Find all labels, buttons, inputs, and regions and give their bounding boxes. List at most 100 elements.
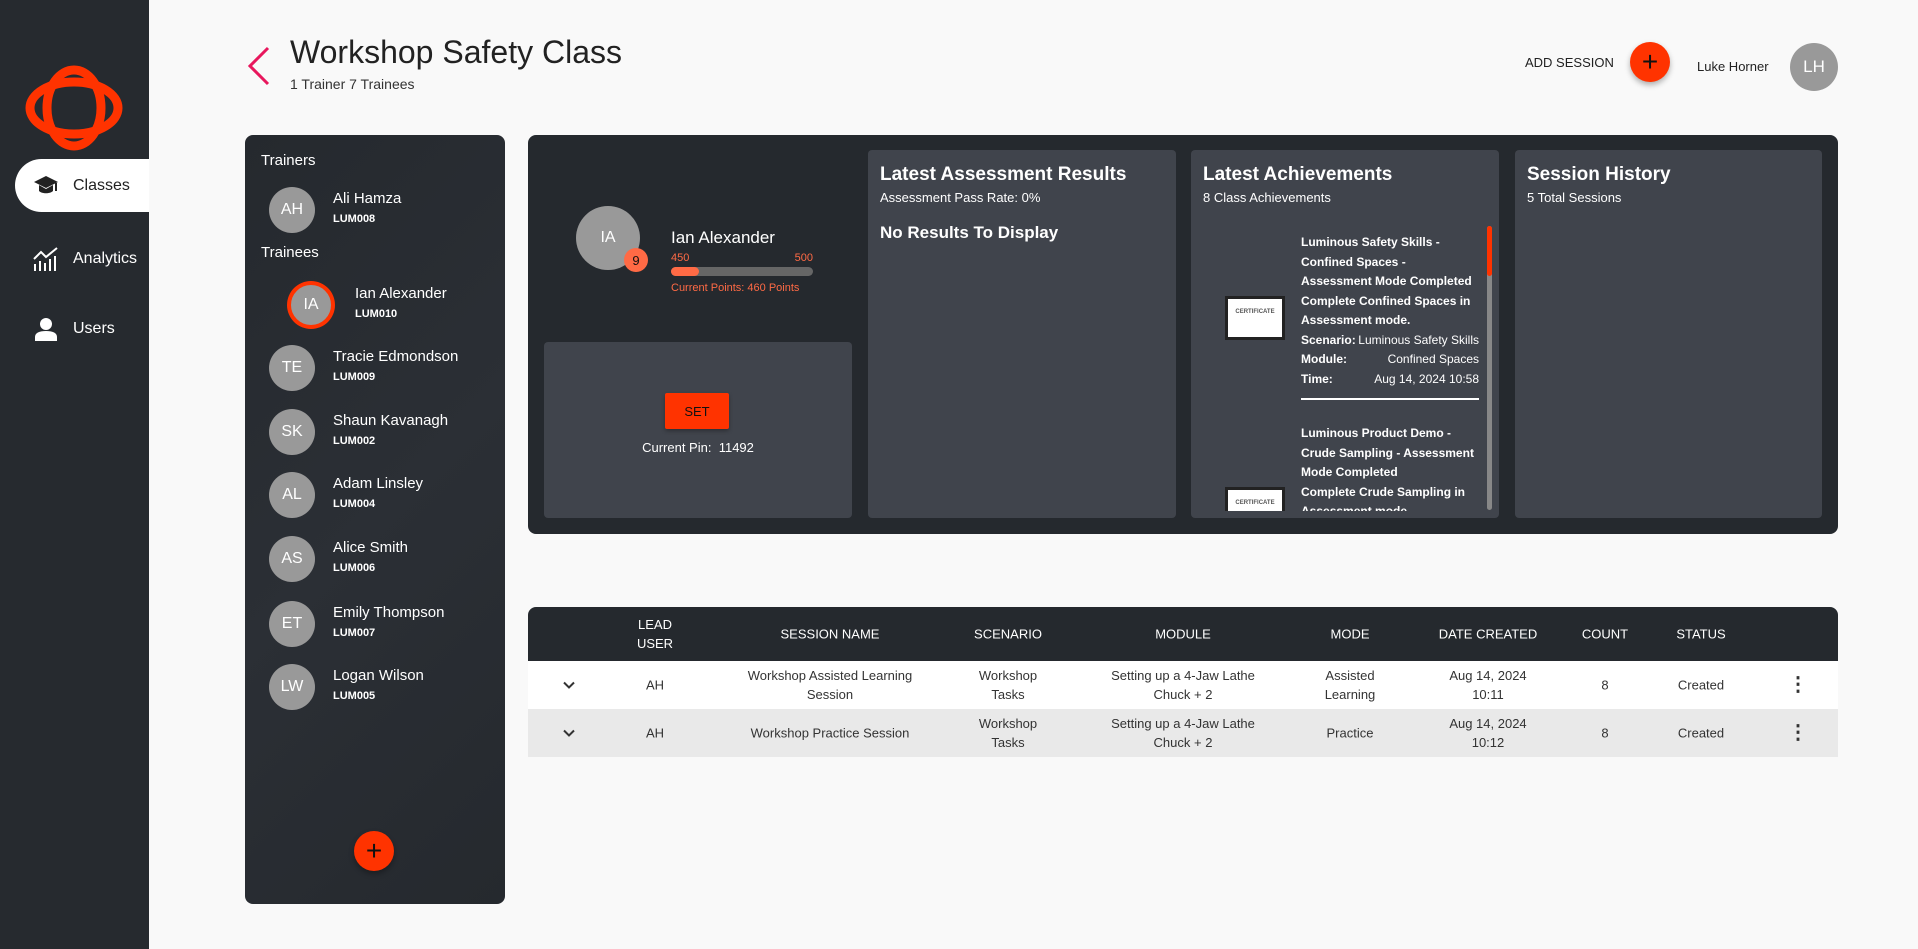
nav-item-classes[interactable]: Classes	[15, 159, 149, 212]
date-created: Aug 14, 2024 10:11	[1449, 668, 1527, 702]
achievement-item[interactable]: CERTIFICATE Luminous Safety Skills - Con…	[1205, 233, 1479, 400]
status: Created	[1677, 677, 1725, 693]
col-session-name[interactable]: SESSION NAME	[780, 626, 880, 642]
current-points: Current Points: 460 Points	[671, 282, 800, 294]
add-session-label[interactable]: ADD SESSION	[1525, 55, 1614, 70]
table-row[interactable]: AH Workshop Practice Session Workshop Ta…	[528, 709, 1838, 757]
session-history-card: Session History 5 Total Sessions	[1515, 150, 1822, 518]
avatar: ET	[269, 601, 315, 647]
nav-label: Analytics	[73, 249, 138, 267]
col-mode[interactable]: MODE	[1330, 626, 1370, 642]
time-row: Time: Aug 14, 2024 10:58	[1301, 370, 1479, 390]
achievement-title: Luminous Product Demo - Crude Sampling -…	[1301, 426, 1474, 479]
user-avatar[interactable]: LH	[1790, 43, 1838, 91]
trainee-id: LUM005	[333, 690, 376, 702]
avatar: LW	[269, 664, 315, 710]
expand-chevron-icon[interactable]	[562, 676, 576, 695]
avatar: AH	[269, 187, 315, 233]
trainee-item[interactable]: AS Alice Smith LUM006	[245, 534, 505, 584]
achievements-list[interactable]: CERTIFICATE Luminous Safety Skills - Con…	[1191, 226, 1499, 511]
avatar: IA	[288, 282, 334, 328]
pass-rate: Assessment Pass Rate: 0%	[880, 190, 1041, 205]
module: Setting up a 4-Jaw Lathe Chuck + 2	[1111, 716, 1255, 750]
trainer-name: Ali Hamza	[333, 190, 402, 207]
sessions-table: LEAD USER SESSION NAME SCENARIO MODULE M…	[528, 607, 1838, 757]
certificate-thumbnail: CERTIFICATE	[1225, 296, 1285, 340]
back-chevron-icon[interactable]	[246, 46, 272, 86]
achievement-desc: Complete Confined Spaces in Assessment m…	[1301, 293, 1471, 328]
total-sessions: 5 Total Sessions	[1527, 190, 1622, 205]
lead-user: AH	[645, 677, 665, 693]
col-scenario[interactable]: SCENARIO	[974, 626, 1042, 642]
analytics-chart-icon	[31, 246, 61, 271]
side-nav: Classes Analytics Users	[0, 0, 149, 949]
page-title: Workshop Safety Class	[290, 34, 622, 70]
add-session-button[interactable]: +	[1630, 42, 1670, 82]
card-title: Latest Achievements	[1203, 164, 1393, 185]
points-max: 500	[794, 252, 813, 264]
add-trainee-button[interactable]: +	[354, 831, 394, 871]
trainee-overview-panel: IA 9 Ian Alexander 450 500 Current Point…	[528, 135, 1838, 534]
date-created: Aug 14, 2024 10:12	[1449, 716, 1527, 750]
expand-chevron-icon[interactable]	[562, 724, 576, 743]
assessment-results-card: Latest Assessment Results Assessment Pas…	[868, 150, 1176, 518]
certificate-thumbnail: CERTIFICATE	[1225, 487, 1285, 511]
page-subtitle: 1 Trainer 7 Trainees	[290, 76, 415, 92]
more-options-icon[interactable]: ⋮	[1788, 673, 1808, 696]
label: Scenario:	[1301, 332, 1356, 347]
trainee-id: LUM010	[355, 308, 398, 320]
trainee-name: Tracie Edmondson	[333, 348, 459, 365]
col-lead-user[interactable]: LEAD USER	[636, 617, 674, 651]
trainee-id: LUM002	[333, 435, 376, 447]
scrollbar[interactable]	[1487, 226, 1492, 510]
count: 8	[1601, 677, 1609, 693]
col-module[interactable]: MODULE	[1155, 626, 1211, 642]
module-row: Module: Confined Spaces	[1301, 350, 1479, 370]
achievement-item[interactable]: CERTIFICATE Luminous Product Demo - Crud…	[1205, 424, 1479, 511]
trainee-name: Shaun Kavanagh	[333, 412, 449, 429]
trainee-item[interactable]: AL Adam Linsley LUM004	[245, 470, 505, 520]
label: Time:	[1301, 371, 1333, 386]
avatar: AL	[269, 472, 315, 518]
nav-item-analytics[interactable]: Analytics	[15, 232, 149, 285]
trainee-item[interactable]: ET Emily Thompson LUM007	[245, 599, 505, 649]
trainee-id: LUM009	[333, 371, 376, 383]
points-min: 450	[671, 252, 690, 264]
label: Module:	[1301, 352, 1347, 366]
trainee-name: Alice Smith	[333, 539, 409, 556]
progress-fill	[671, 267, 700, 276]
scenario-row: Scenario: Luminous Safety Skills	[1301, 331, 1479, 351]
pin-label: Current Pin:	[642, 440, 712, 455]
current-pin: Current Pin: 11492	[544, 440, 852, 455]
col-date-created[interactable]: DATE CREATED	[1438, 626, 1538, 642]
pin-card: SET Current Pin: 11492	[544, 342, 852, 518]
trainee-item[interactable]: LW Logan Wilson LUM005	[245, 662, 505, 712]
card-title: Session History	[1527, 164, 1671, 185]
achievements-card: Latest Achievements 8 Class Achievements…	[1191, 150, 1499, 518]
trainee-item[interactable]: TE Tracie Edmondson LUM009	[245, 343, 505, 393]
session-name: Workshop Assisted Learning Session	[747, 668, 913, 702]
nav-label: Users	[73, 319, 115, 337]
luminous-logo	[25, 65, 123, 151]
status: Created	[1677, 725, 1725, 741]
empty-state: No Results To Display	[880, 223, 1059, 242]
value: Luminous Safety Skills	[1358, 332, 1479, 347]
trainee-id: LUM006	[333, 562, 376, 574]
trainer-item[interactable]: AH Ali Hamza LUM008	[245, 185, 505, 235]
trainee-item-selected[interactable]: IA Ian Alexander LUM010	[245, 280, 505, 330]
session-name: Workshop Practice Session	[750, 725, 910, 741]
graduation-cap-icon	[31, 175, 61, 197]
col-status[interactable]: STATUS	[1676, 626, 1726, 642]
nav-item-users[interactable]: Users	[15, 302, 149, 355]
more-options-icon[interactable]: ⋮	[1788, 721, 1808, 744]
achievement-desc: Complete Crude Sampling in Assessment mo…	[1301, 484, 1466, 512]
col-count[interactable]: COUNT	[1581, 626, 1629, 642]
trainee-item[interactable]: SK Shaun Kavanagh LUM002	[245, 407, 505, 457]
scrollbar-thumb[interactable]	[1487, 226, 1492, 276]
mode: Assisted Learning	[1324, 668, 1376, 702]
table-row[interactable]: AH Workshop Assisted Learning Session Wo…	[528, 661, 1838, 709]
scenario: Workshop Tasks	[978, 668, 1038, 702]
trainee-name: Ian Alexander	[671, 228, 775, 247]
trainee-name: Emily Thompson	[333, 604, 445, 621]
set-pin-button[interactable]: SET	[665, 393, 729, 429]
